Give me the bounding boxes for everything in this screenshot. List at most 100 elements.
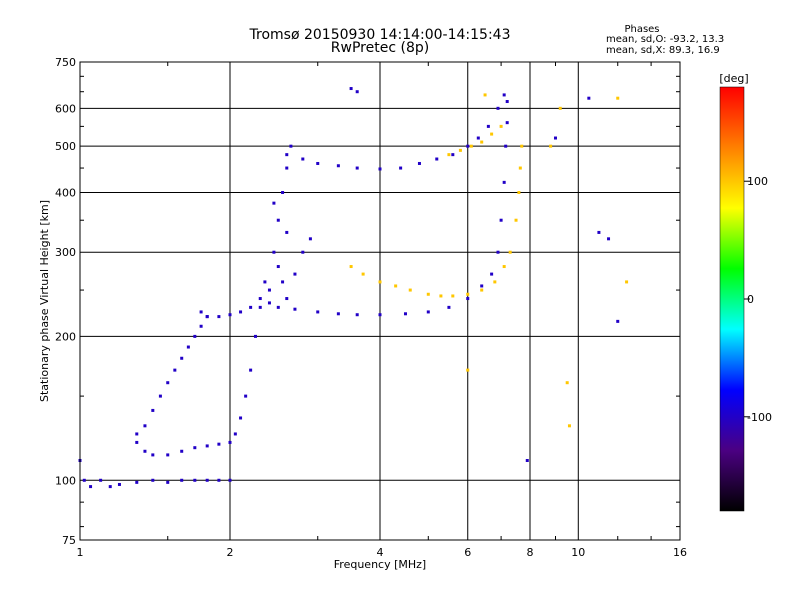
data-point [480,288,484,292]
data-point [258,297,262,301]
data-point [505,121,509,125]
chart-title: Tromsø 20150930 14:14:00-14:15:43 [249,27,511,43]
y-tick-label: 400 [55,186,76,199]
data-point [553,136,557,140]
data-point [466,144,470,148]
data-point [426,292,430,296]
data-point [466,368,470,372]
data-point [180,356,184,360]
data-point [336,312,340,316]
data-point [267,301,271,305]
data-point [293,272,297,276]
data-point [426,310,430,314]
colorbar-tick-label: 0 [747,293,754,306]
data-point [281,280,285,284]
data-point [493,280,497,284]
data-point [316,161,320,165]
data-point [378,280,382,284]
data-point [399,166,403,170]
data-point [301,250,305,254]
data-point [253,334,257,338]
data-point [502,93,506,97]
data-point [616,96,620,100]
data-point [518,166,522,170]
data-point [394,284,398,288]
data-point [135,432,139,436]
plot-frame [79,61,681,541]
data-point [151,478,155,482]
data-point [276,305,280,309]
data-point [99,478,103,482]
data-point [301,157,305,161]
data-point [239,310,243,314]
data-point [205,478,209,482]
data-point [447,153,451,157]
data-point [217,478,221,482]
x-axis-label: Frequency [MHz] [334,558,426,571]
grid [80,62,680,540]
data-point [135,480,139,484]
data-point [499,218,503,222]
data-point [466,292,470,296]
data-point [525,458,529,462]
y-tick-label: 200 [55,330,76,343]
axis-ticks: 1 2 4 6 8 10 16 75 100 200 300 400 500 600 750 [55,56,687,559]
y-tick-label: 75 [62,534,76,547]
data-point [249,305,253,309]
data-point [205,315,209,319]
data-point [143,449,147,453]
x-tick-label: 8 [527,546,534,559]
y-axis-label: Stationary phase Virtual Height [km] [38,200,51,402]
data-point [361,272,365,276]
data-point [447,305,451,309]
data-point [258,305,262,309]
colorbar-label: [deg] [719,72,748,85]
data-point [193,334,197,338]
data-point [625,280,629,284]
x-tick-label: 1 [77,546,84,559]
legend-title: Phases [624,24,659,35]
data-point [186,345,190,349]
legend-stat-x: mean, sd,X: 89.3, 16.9 [606,45,720,56]
data-point [549,144,553,148]
data-point [417,161,421,165]
data-point [476,136,480,140]
data-point [285,153,289,157]
y-tick-label: 600 [55,102,76,115]
data-point [151,408,155,412]
data-point [285,166,289,170]
data-point [276,265,280,269]
data-point [233,432,237,436]
data-point [293,307,297,311]
colorbar-tick-label: 100 [747,175,768,188]
data-point [272,201,276,205]
data-point [267,288,271,292]
data-point [117,482,121,486]
data-point [458,148,462,152]
data-point [336,164,340,168]
data-point [193,446,197,450]
data-point [439,294,443,298]
y-tick-label: 750 [55,56,76,69]
data-point [108,485,112,489]
data-point [451,294,455,298]
data-point [199,324,203,328]
data-point [502,265,506,269]
data-point [508,250,512,254]
data-point [349,87,353,91]
data-point [607,237,611,241]
data-point [480,284,484,288]
data-point [504,144,508,148]
data-point [520,144,524,148]
data-point [355,166,359,170]
colorbar-ticks: 100 0 -100 [744,175,772,424]
data-point [355,313,359,317]
data-point [228,440,232,444]
data-point [249,368,253,372]
y-tick-label: 100 [55,474,76,487]
legend-stat-o: mean, sd,O: -93.2, 13.3 [606,34,724,45]
data-point [435,157,439,161]
data-point [567,424,571,428]
data-point [403,312,407,316]
data-point [558,106,562,110]
